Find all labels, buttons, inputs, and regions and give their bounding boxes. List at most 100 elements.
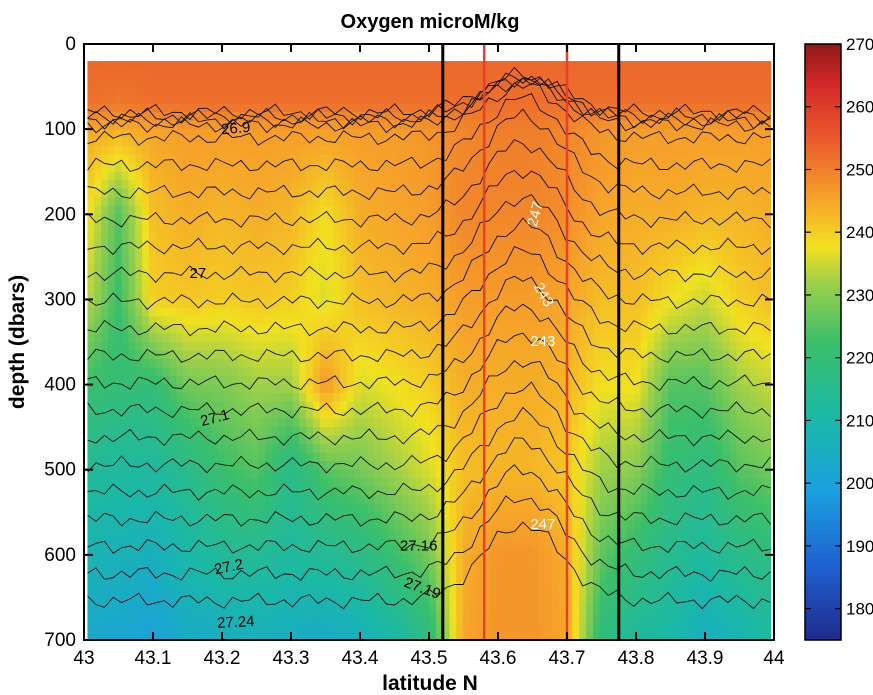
heatmap-cell: [94, 103, 102, 113]
heatmap-cell: [538, 188, 546, 198]
heatmap-cell: [101, 324, 109, 335]
heatmap-cell: [319, 61, 328, 71]
heatmap-cell: [456, 69, 464, 79]
heatmap-cell: [688, 78, 697, 88]
heatmap-cell: [463, 307, 471, 318]
heatmap-cell: [449, 265, 457, 275]
heatmap-cell: [189, 256, 198, 266]
heatmap-cell: [265, 188, 273, 198]
heatmap-cell: [558, 444, 567, 454]
heatmap-cell: [633, 137, 642, 147]
heatmap-cell: [592, 290, 601, 301]
heatmap-cell: [435, 239, 444, 249]
heatmap-cell: [763, 154, 772, 164]
heatmap-cell: [565, 95, 574, 105]
heatmap-cell: [476, 137, 485, 147]
heatmap-cell: [551, 239, 560, 249]
heatmap-cell: [128, 154, 136, 164]
heatmap-cell: [606, 384, 615, 394]
heatmap-cell: [162, 78, 171, 88]
heatmap-cell: [101, 444, 109, 454]
heatmap-cell: [381, 95, 389, 105]
heatmap-cell: [429, 171, 437, 181]
heatmap-cell: [135, 342, 143, 352]
heatmap-cell: [251, 197, 259, 207]
heatmap-cell: [265, 282, 273, 292]
heatmap-cell: [586, 86, 594, 96]
heatmap-cell: [415, 282, 423, 292]
heatmap-cell: [538, 205, 546, 215]
heatmap-cell: [709, 401, 717, 411]
heatmap-cell: [449, 316, 457, 326]
heatmap-cell: [422, 384, 430, 394]
heatmap-cell: [265, 120, 273, 130]
heatmap-cell: [429, 469, 437, 479]
heatmap-cell: [230, 273, 239, 283]
heatmap-cell: [176, 324, 184, 335]
heatmap-cell: [388, 444, 396, 454]
heatmap-cell: [613, 461, 621, 471]
heatmap-cell: [538, 214, 546, 224]
heatmap-cell: [278, 282, 287, 292]
heatmap-cell: [401, 248, 410, 258]
heatmap-cell: [647, 248, 656, 258]
heatmap-cell: [510, 137, 519, 147]
heatmap-cell: [340, 129, 348, 139]
heatmap-cell: [155, 469, 164, 479]
heatmap-cell: [265, 146, 273, 156]
heatmap-cell: [381, 146, 389, 156]
heatmap-cell: [715, 290, 724, 301]
heatmap-cell: [715, 307, 724, 318]
heatmap-cell: [408, 282, 416, 292]
heatmap-cell: [620, 256, 628, 266]
heatmap-cell: [545, 256, 553, 266]
heatmap-cell: [237, 188, 246, 198]
heatmap-cell: [483, 435, 492, 445]
heatmap-cell: [394, 86, 403, 96]
heatmap-cell: [285, 95, 293, 105]
heatmap-cell: [258, 410, 266, 420]
heatmap-cell: [312, 410, 321, 420]
heatmap-cell: [415, 197, 423, 207]
heatmap-cell: [217, 248, 225, 258]
heatmap-cell: [203, 324, 212, 335]
heatmap-cell: [551, 410, 560, 420]
heatmap-cell: [551, 146, 560, 156]
heatmap-cell: [674, 435, 683, 445]
heatmap-cell: [640, 384, 649, 394]
heatmap-cell: [381, 350, 389, 360]
heatmap-cell: [640, 69, 649, 79]
heatmap-cell: [627, 205, 635, 215]
heatmap-cell: [504, 324, 512, 335]
heatmap-cell: [251, 120, 259, 130]
heatmap-cell: [620, 316, 628, 326]
heatmap-cell: [490, 435, 498, 445]
heatmap-cell: [394, 171, 403, 181]
heatmap-cell: [572, 231, 580, 241]
heatmap-cell: [217, 444, 225, 454]
heatmap-cell: [155, 478, 164, 488]
heatmap-cell: [681, 393, 690, 403]
heatmap-cell: [429, 231, 437, 241]
heatmap-cell: [422, 359, 430, 369]
heatmap-cell: [668, 256, 676, 266]
heatmap-cell: [114, 214, 123, 224]
heatmap-cell: [299, 478, 307, 488]
heatmap-cell: [668, 333, 676, 343]
heatmap-cell: [142, 393, 150, 403]
heatmap-cell: [285, 367, 293, 377]
heatmap-cell: [230, 69, 239, 79]
heatmap-cell: [353, 231, 362, 241]
heatmap-cell: [531, 401, 539, 411]
heatmap-cell: [681, 197, 690, 207]
heatmap-cell: [196, 256, 205, 266]
heatmap-cell: [285, 350, 293, 360]
heatmap-cell: [586, 239, 594, 249]
heatmap-cell: [142, 188, 150, 198]
heatmap-cell: [606, 435, 615, 445]
heatmap-cell: [586, 427, 594, 437]
heatmap-cell: [210, 163, 218, 173]
heatmap-cell: [674, 461, 683, 471]
heatmap-cell: [340, 359, 348, 369]
heatmap-cell: [155, 418, 164, 428]
